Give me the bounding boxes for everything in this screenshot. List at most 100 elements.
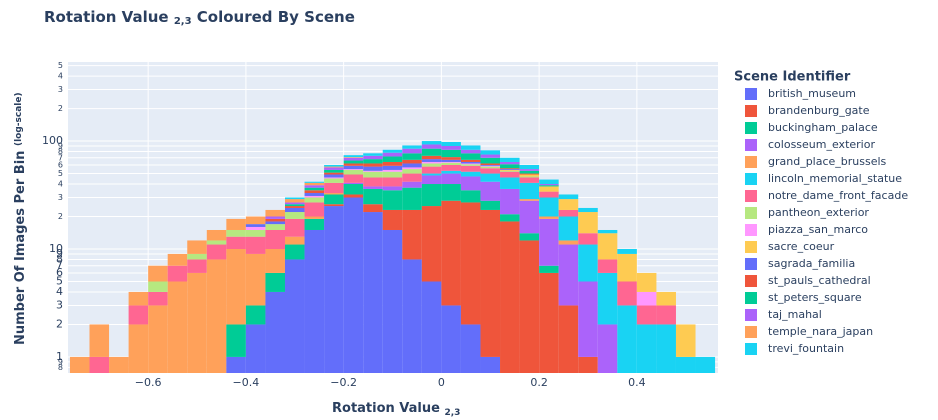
legend-label: taj_mahal: [768, 308, 822, 321]
bar-segment: [363, 186, 383, 189]
bar-segment: [284, 259, 305, 373]
bar-segment: [558, 194, 579, 200]
bar-segment: [500, 188, 520, 215]
bar-segment: [304, 190, 325, 194]
bar-segment: [480, 200, 501, 210]
bar-segment: [382, 161, 403, 166]
legend-label: piazza_san_marco: [768, 223, 868, 236]
bar-segment: [343, 165, 364, 170]
bar-segment: [284, 207, 305, 213]
bar-segment: [226, 236, 246, 250]
bar-segment: [695, 356, 716, 373]
bar-segment: [343, 169, 364, 175]
bar-segment: [148, 305, 168, 373]
bar-segment: [324, 177, 344, 179]
bar-segment: [617, 253, 637, 282]
bar-segment: [206, 259, 227, 373]
bar-segment: [304, 218, 325, 230]
bar-segment: [480, 209, 501, 357]
legend-swatch: [745, 292, 757, 304]
bar-segment: [128, 291, 149, 306]
bar-segment: [402, 181, 422, 188]
bar-segment: [382, 186, 403, 191]
bar-segment: [324, 172, 344, 175]
bar-segment: [539, 185, 559, 187]
legend-swatch: [745, 173, 757, 185]
bar-segment: [441, 161, 461, 163]
x-tick-label: 0.4: [628, 376, 646, 389]
bar-segment: [284, 236, 305, 245]
bar-segment: [226, 229, 246, 237]
bar-segment: [304, 181, 325, 183]
y-tick-label: 8: [56, 252, 63, 265]
bar-segment: [539, 179, 559, 185]
bar-segment: [636, 291, 657, 306]
bar-segment: [187, 259, 207, 273]
legend-label: grand_place_brussels: [768, 155, 887, 168]
bar-segment: [402, 173, 422, 182]
y-tick-label: 8: [58, 363, 63, 372]
bar-segment: [148, 291, 168, 306]
bar-segment: [324, 174, 344, 178]
bar-segment: [363, 153, 383, 156]
bar-segment: [480, 150, 501, 155]
bar-segment: [441, 200, 461, 306]
legend-label: st_peters_square: [768, 291, 862, 304]
bar-segment: [324, 169, 344, 173]
bar-segment: [343, 169, 364, 170]
bar-segment: [245, 224, 266, 227]
bar-segment: [558, 209, 579, 217]
bar-segment: [402, 159, 422, 164]
x-tick-label: −0.4: [233, 376, 260, 389]
bar-segment: [343, 184, 364, 195]
bar-segment: [421, 166, 442, 174]
bar-segment: [343, 174, 364, 183]
bar-segment: [382, 190, 403, 210]
bar-segment: [421, 144, 442, 149]
bar-segment: [245, 229, 266, 237]
bar-segment: [69, 356, 90, 373]
legend-swatch: [745, 343, 757, 355]
bar-segment: [187, 253, 207, 260]
x-tick-label: 0: [438, 376, 445, 389]
bar-segment: [480, 168, 501, 174]
bar-segment: [265, 224, 285, 230]
bar-segment: [460, 163, 481, 165]
bar-segment: [539, 191, 559, 198]
bar-segment: [343, 194, 364, 198]
bar-segment: [402, 259, 422, 373]
bar-segment: [382, 209, 403, 230]
bar-segment: [558, 240, 579, 245]
bar-segment: [421, 281, 442, 373]
bar-segment: [441, 162, 461, 166]
legend-title: Scene Identifier: [734, 70, 851, 85]
bar-segment: [578, 212, 598, 234]
bar-segment: [226, 249, 246, 325]
bar-segment: [460, 165, 481, 172]
bar-segment: [460, 149, 481, 154]
bar-segment: [167, 281, 188, 373]
bar-segment: [421, 175, 442, 185]
bar-segment: [304, 197, 325, 203]
bar-segment: [480, 181, 501, 201]
y-tick-label: 6: [58, 161, 63, 170]
bar-segment: [382, 169, 403, 172]
bar-segment: [324, 165, 344, 167]
bar-segment: [500, 170, 520, 172]
bar-segment: [402, 209, 422, 260]
y-tick-label: 10: [49, 242, 63, 255]
bar-segment: [421, 173, 442, 176]
bar-segment: [382, 152, 403, 157]
legend-label: sacre_coeur: [768, 240, 835, 253]
bar-segment: [480, 163, 501, 166]
y-tick-label: 4: [58, 72, 63, 81]
bar-segment: [363, 204, 383, 213]
bar-segment: [480, 154, 501, 158]
y-tick-label: 4: [58, 180, 63, 189]
bar-segment: [382, 156, 403, 162]
bar-segment: [578, 281, 598, 357]
legend-swatch: [745, 309, 757, 321]
bar-segment: [265, 218, 285, 222]
bar-segment: [421, 161, 442, 164]
legend-label: pantheon_exterior: [768, 206, 869, 219]
